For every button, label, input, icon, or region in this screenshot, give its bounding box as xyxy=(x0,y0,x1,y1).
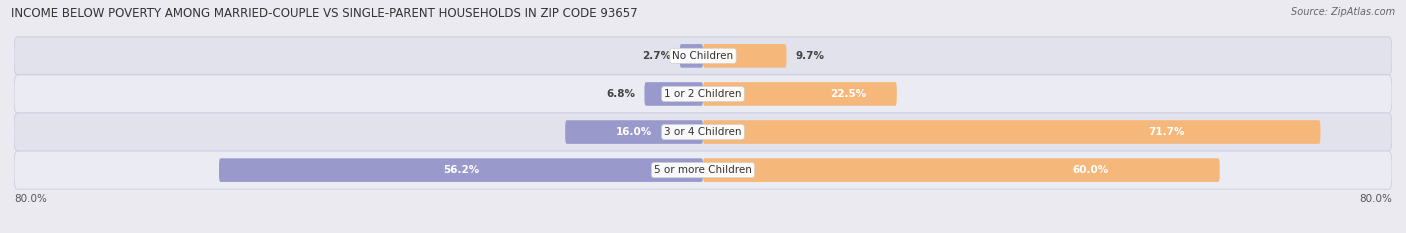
Text: 71.7%: 71.7% xyxy=(1147,127,1184,137)
Text: 60.0%: 60.0% xyxy=(1073,165,1109,175)
Text: 3 or 4 Children: 3 or 4 Children xyxy=(664,127,742,137)
Text: 2.7%: 2.7% xyxy=(643,51,671,61)
FancyBboxPatch shape xyxy=(703,82,897,106)
FancyBboxPatch shape xyxy=(14,113,1392,151)
Text: 56.2%: 56.2% xyxy=(443,165,479,175)
FancyBboxPatch shape xyxy=(703,44,786,68)
Text: 1 or 2 Children: 1 or 2 Children xyxy=(664,89,742,99)
FancyBboxPatch shape xyxy=(679,44,703,68)
FancyBboxPatch shape xyxy=(565,120,703,144)
Text: 22.5%: 22.5% xyxy=(830,89,866,99)
Text: 9.7%: 9.7% xyxy=(796,51,824,61)
FancyBboxPatch shape xyxy=(219,158,703,182)
Text: 80.0%: 80.0% xyxy=(14,194,46,204)
FancyBboxPatch shape xyxy=(14,75,1392,113)
FancyBboxPatch shape xyxy=(703,120,1320,144)
FancyBboxPatch shape xyxy=(14,151,1392,189)
Text: 6.8%: 6.8% xyxy=(607,89,636,99)
FancyBboxPatch shape xyxy=(14,37,1392,75)
Text: 5 or more Children: 5 or more Children xyxy=(654,165,752,175)
Text: 80.0%: 80.0% xyxy=(1360,194,1392,204)
Text: 16.0%: 16.0% xyxy=(616,127,652,137)
Text: No Children: No Children xyxy=(672,51,734,61)
FancyBboxPatch shape xyxy=(703,158,1219,182)
FancyBboxPatch shape xyxy=(644,82,703,106)
Text: INCOME BELOW POVERTY AMONG MARRIED-COUPLE VS SINGLE-PARENT HOUSEHOLDS IN ZIP COD: INCOME BELOW POVERTY AMONG MARRIED-COUPL… xyxy=(11,7,638,20)
Text: Source: ZipAtlas.com: Source: ZipAtlas.com xyxy=(1291,7,1395,17)
